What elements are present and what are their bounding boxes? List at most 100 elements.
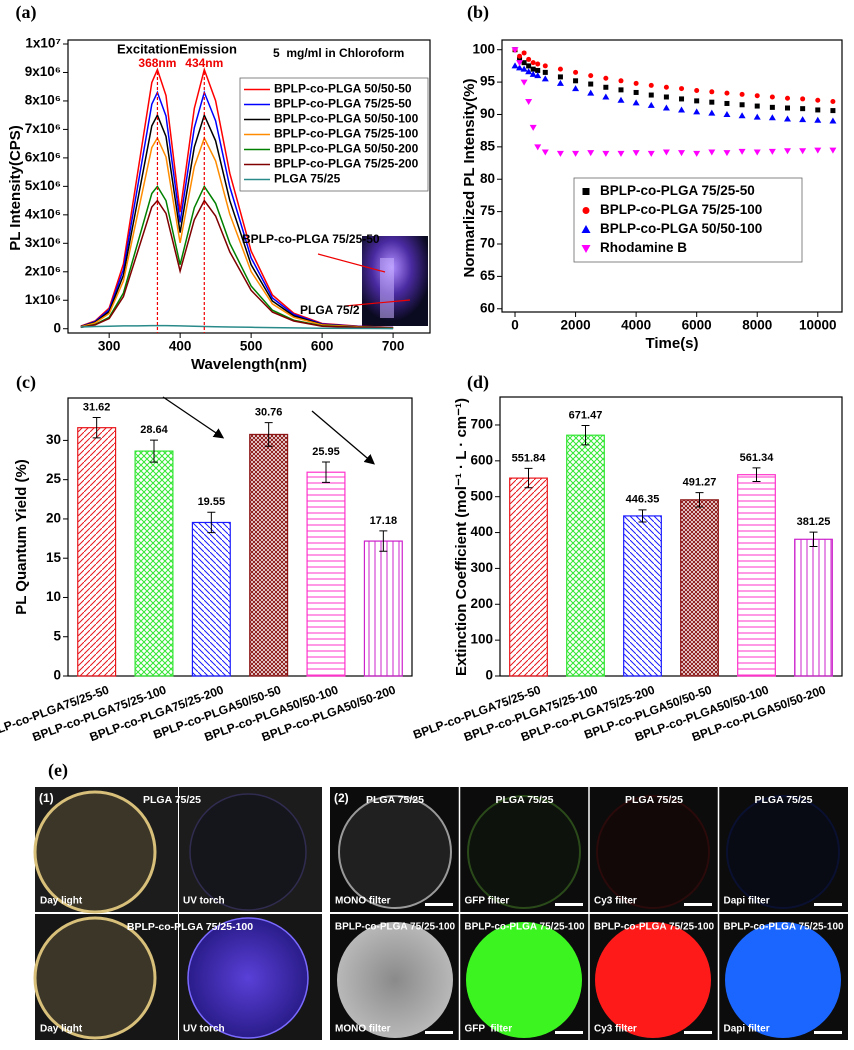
marker [617,150,625,157]
marker [557,74,563,80]
y-tick-label: 3x10⁶ [25,235,61,250]
marker [602,93,610,100]
marker [663,94,669,100]
marker [693,108,701,115]
marker [738,148,746,155]
photo-label: Dapi filter [724,1024,770,1035]
marker [520,79,528,86]
photo-label: UV torch [183,896,225,907]
marker [815,97,821,103]
film [189,793,307,911]
bar [737,474,776,677]
film [466,922,582,1038]
film [467,795,581,909]
marker [693,150,701,157]
marker [573,69,579,75]
y-tick-label: 80 [480,171,495,186]
bar [566,434,605,677]
y-tick-label: 4x10⁶ [25,206,61,221]
marker [678,150,686,157]
error-bar [207,511,216,534]
marker [679,96,685,102]
marker [618,87,624,93]
plot-frame [67,397,413,677]
y-tick-label: 65 [480,268,496,283]
y-tick-label: 400 [470,524,493,539]
legend-swatch [582,207,590,214]
y-tick-label: 600 [470,452,493,467]
plot-frame [501,39,843,313]
legend-swatch [582,188,590,195]
y-tick-label: 30 [46,432,61,447]
marker [754,93,760,99]
marker [800,96,806,102]
marker [520,65,528,72]
marker [754,103,760,109]
marker [542,69,548,75]
y-tick-label: 1x10⁶ [25,292,61,307]
dividers [458,787,720,1040]
x-axis-label: Time(s) [645,335,698,352]
photo-label: Cy3 filter [594,1024,637,1035]
film [33,916,157,1040]
annotation: 5 mg/ml in Chloroform [273,46,404,60]
value-label: 17.18 [370,515,398,527]
x-tick-label: 500 [240,339,263,354]
peak-label: 434nm [185,56,223,70]
x-tick-label: 600 [311,339,334,354]
legend-label: BPLP-co-PLGA 75/25-200 [274,157,419,171]
y-tick-label: 95 [480,74,496,89]
marker [769,94,775,100]
y-tick-label: 1x10⁷ [25,36,61,51]
y-axis-label: PL Intensity(CPS) [7,125,24,251]
marker [739,102,745,108]
panel-title: (d) [467,372,489,393]
inset-label: BPLP-co-PLGA 75/25-50 [242,232,380,246]
marker [784,115,792,122]
photo-label: (1) [39,791,54,805]
marker [516,60,524,67]
photo-label: MONO filter [335,896,391,907]
marker [588,81,594,87]
photo-label: PLGA 75/25 [625,794,683,806]
annotation: Emission [179,41,237,56]
value-label: 25.95 [312,446,340,458]
marker [534,72,542,79]
y-tick-label: 700 [470,417,493,432]
marker [723,150,731,157]
legend-label: BPLP-co-PLGA 75/25-50 [274,97,412,111]
film [338,795,452,909]
bar [306,471,346,677]
marker [662,149,670,156]
marker [530,60,536,66]
marker [535,67,541,73]
value-label: 28.64 [140,424,168,436]
marker [587,150,595,157]
marker [530,66,536,72]
x-tick-label: 10000 [799,318,837,333]
marker [632,99,640,106]
marker [708,109,716,116]
film [337,922,453,1038]
y-tick-label: 9x10⁶ [25,64,61,79]
spectrum-line [80,113,394,329]
marker [541,75,549,82]
marker [529,70,537,77]
trend-arrow [162,396,225,439]
y-tick-label: 25 [46,471,62,486]
error-bar [264,422,273,447]
x-tick-label: 400 [169,339,192,354]
marker [511,62,519,69]
photo-label: PLGA 75/25 [143,794,201,806]
marker [603,75,609,81]
error-bar [150,439,158,463]
y-tick-label: 0 [485,668,493,683]
scale-bars [425,903,842,1034]
marker [633,89,639,95]
bar [363,540,403,677]
marker [709,99,715,105]
y-axis-label: Normarlized PL Intensity(%) [461,79,478,278]
x-tick-label: 0 [511,318,519,333]
legend-label: BPLP-co-PLGA 50/50-100 [274,112,419,126]
error-bar [752,467,761,483]
